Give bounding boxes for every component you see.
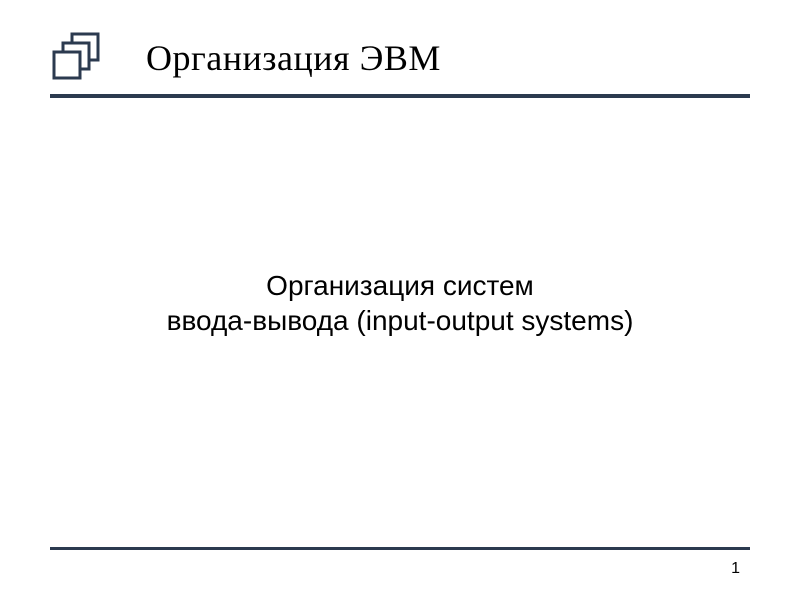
subtitle-line-2: ввода-вывода (input-output systems): [167, 305, 634, 336]
slide-subtitle: Организация систем ввода-вывода (input-o…: [167, 268, 634, 338]
overlapping-squares-icon: [50, 30, 106, 86]
slide-body: Организация систем ввода-вывода (input-o…: [50, 98, 750, 508]
slide-container: Организация ЭВМ Организация систем ввода…: [0, 0, 800, 600]
subtitle-line-1: Организация систем: [266, 270, 534, 301]
page-number: 1: [731, 560, 740, 578]
slide-header: Организация ЭВМ: [50, 30, 750, 86]
slide-title: Организация ЭВМ: [146, 37, 441, 79]
footer-divider: [50, 547, 750, 550]
